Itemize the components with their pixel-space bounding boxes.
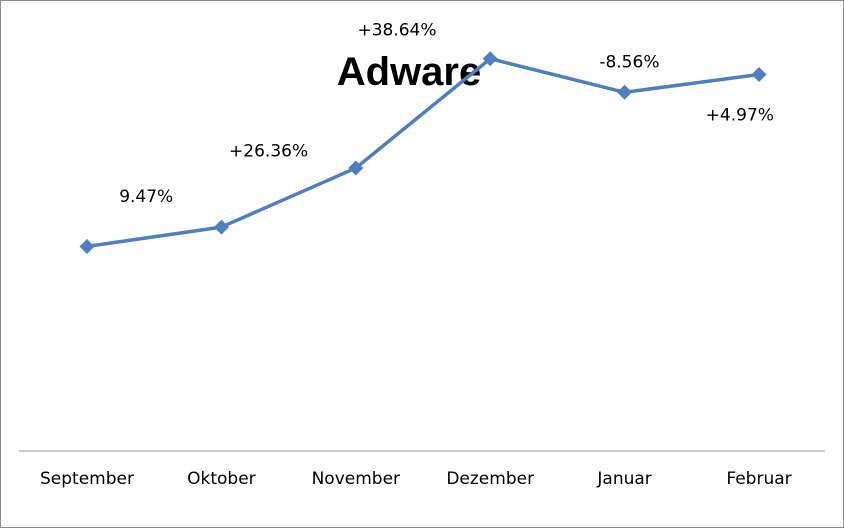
data-point-marker — [348, 160, 364, 176]
x-tick-labels: September Oktober November Dezember Januar Fe… — [40, 469, 792, 489]
x-tick-label: Dezember — [446, 469, 534, 489]
data-label: 9.47% — [119, 187, 173, 207]
x-tick-label: Januar — [596, 469, 651, 489]
series-line — [85, 56, 761, 249]
data-point-marker — [617, 84, 633, 100]
data-point-marker — [213, 219, 229, 235]
data-point-marker — [751, 66, 767, 82]
data-point-marker — [79, 238, 95, 254]
data-label: +38.64% — [357, 20, 436, 40]
data-point-marker — [482, 51, 498, 67]
data-label: +4.97% — [706, 105, 774, 125]
data-label: -8.56% — [599, 53, 659, 73]
series-markers — [79, 51, 767, 254]
x-tick-label: Februar — [726, 469, 791, 489]
x-tick-label: November — [312, 469, 400, 489]
data-label: +26.36% — [229, 142, 308, 162]
x-tick-label: September — [40, 469, 134, 489]
data-labels: 9.47% +26.36% +38.64% -8.56% +4.97% — [119, 20, 774, 206]
chart-title: Adware — [337, 50, 482, 94]
x-tick-label: Oktober — [187, 469, 256, 489]
